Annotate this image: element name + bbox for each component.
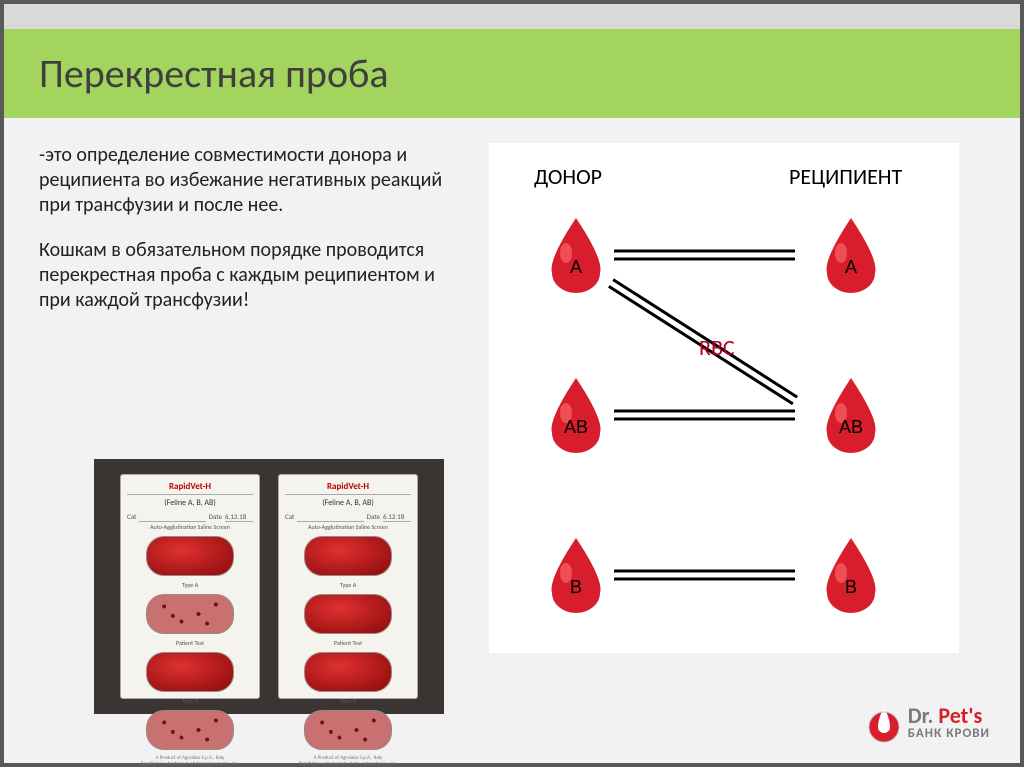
svg-text:B: B <box>845 577 857 597</box>
well-label: Patient Test <box>285 640 411 646</box>
blood-drop-AB: AB <box>552 378 601 453</box>
diagram-column: ДОНОР РЕЦИПИЕНТ AAABABBB RBC <box>489 143 985 653</box>
card-brand: RapidVet-H <box>285 481 411 495</box>
blood-well <box>304 652 392 692</box>
blood-well <box>146 710 234 750</box>
well-label: Auto-Agglutination Saline Screen <box>127 524 253 530</box>
card-brand: RapidVet-H <box>127 481 253 495</box>
well-label: Type A <box>285 582 411 588</box>
logo-text: Dr. Pet's БАНК КРОВИ <box>908 705 990 740</box>
test-card-left: RapidVet-H (Feline A, B, AB) CatDate6.12.1… <box>120 474 260 699</box>
card-sub: (Feline A, B, AB) <box>127 498 253 508</box>
well-label: Auto-Agglutination Saline Screen <box>285 524 411 530</box>
blood-drop-AB: AB <box>827 378 876 453</box>
svg-text:AB: AB <box>564 417 588 437</box>
well-label: Type A <box>127 582 253 588</box>
blood-well <box>304 536 392 576</box>
svg-text:A: A <box>570 257 582 277</box>
arrow <box>614 251 809 259</box>
blood-well <box>146 652 234 692</box>
blood-drop-A: A <box>827 218 876 293</box>
card-sub: (Feline A, B, AB) <box>285 498 411 508</box>
well-label: Patient Test <box>127 640 253 646</box>
slide-title: Перекрестная проба <box>39 49 985 98</box>
card-info-row: CatDate6.12.18 <box>127 512 253 522</box>
blood-well <box>304 594 392 634</box>
logo-prefix: Dr. <box>908 702 939 729</box>
title-bar: Перекрестная проба <box>4 29 1020 118</box>
card-footer: A Product of Agrolabo S.p.A., ItalyRapid… <box>285 756 411 767</box>
svg-text:B: B <box>570 577 582 597</box>
logo-line1: Dr. Pet's <box>908 705 990 727</box>
blood-drop-B: B <box>827 538 876 613</box>
brand-logo: Dr. Pet's БАНК КРОВИ <box>868 701 990 743</box>
test-card-right: RapidVet-H (Feline A, B, AB) CatDate6.12.1… <box>278 474 418 699</box>
blood-well <box>304 710 392 750</box>
logo-line2: БАНК КРОВИ <box>908 727 990 740</box>
logo-accent: Pet's <box>938 702 982 729</box>
rbc-label: RBC <box>699 334 735 361</box>
definition-paragraph: -это определение совместимости донора и … <box>39 143 459 218</box>
blood-well <box>146 536 234 576</box>
well-label: Type B <box>285 698 411 704</box>
note-paragraph: Кошкам в обязательном порядке проводится… <box>39 238 459 313</box>
card-info-row: CatDate6.12.18 <box>285 512 411 522</box>
svg-text:A: A <box>845 257 857 277</box>
blood-drop-A: A <box>552 218 601 293</box>
logo-drop-icon <box>868 701 900 743</box>
diagram-svg: A A AB AB B B <box>489 143 959 653</box>
slide: Перекрестная проба -это определение совм… <box>0 0 1024 767</box>
blood-well <box>146 594 234 634</box>
test-cards-photo: RapidVet-H (Feline A, B, AB) CatDate6.12.1… <box>94 459 444 714</box>
well-label: Type B <box>127 698 253 704</box>
card-footer: A Product of Agrolabo S.p.A., ItalyRapid… <box>127 756 253 767</box>
compatibility-diagram: ДОНОР РЕЦИПИЕНТ AAABABBB RBC <box>489 143 959 653</box>
svg-text:AB: AB <box>839 417 863 437</box>
arrow <box>614 411 809 419</box>
blood-drop-B: B <box>552 538 601 613</box>
arrow <box>614 571 809 579</box>
